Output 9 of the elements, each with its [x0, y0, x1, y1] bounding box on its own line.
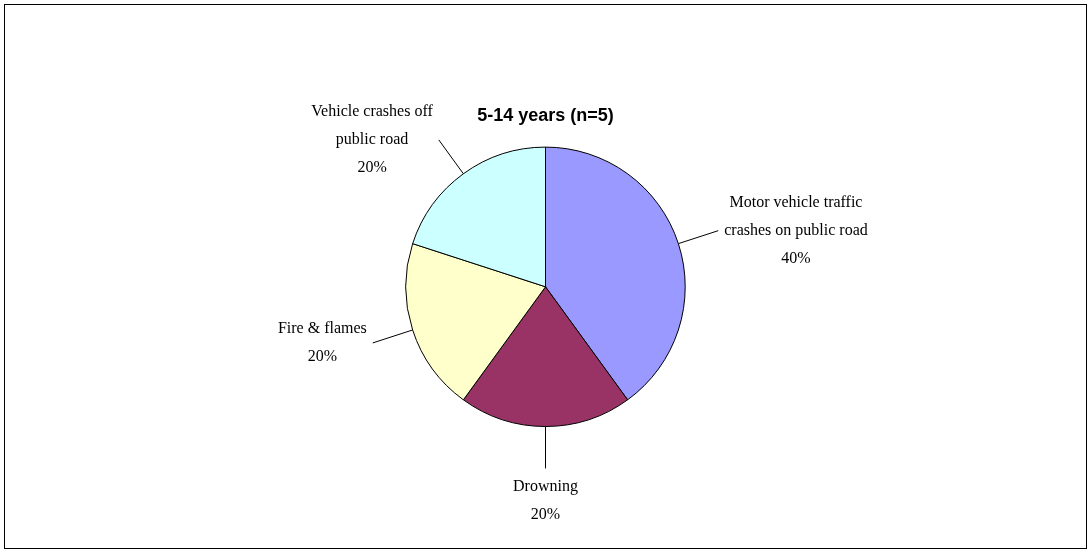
slice-label: Drowning: [513, 476, 578, 495]
chart-title: 5-14 years (n=5): [477, 104, 614, 125]
data-label: 20%: [357, 158, 387, 176]
slice-label: Vehicle crashes off public road: [311, 102, 434, 149]
data-label: 20%: [307, 347, 338, 365]
slice-label: Fire & flames: [277, 319, 367, 337]
data-label: 40%: [781, 248, 811, 266]
slice-label: Motor vehicle traffic crashes on public road: [724, 192, 868, 239]
data-label: 20%: [530, 504, 561, 522]
